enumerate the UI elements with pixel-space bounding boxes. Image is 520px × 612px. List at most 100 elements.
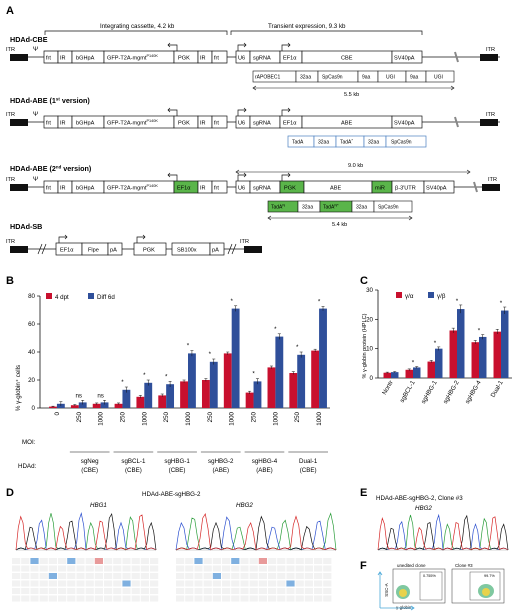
bar xyxy=(144,382,153,408)
grid-cell xyxy=(12,588,21,594)
cbe-label: CBE xyxy=(341,56,353,62)
grid-cell xyxy=(122,588,131,594)
moi-tick-label: 250 xyxy=(251,411,258,422)
promoter-arrow-ef1a xyxy=(281,42,291,51)
grid-cell xyxy=(113,573,122,579)
sub-label: 32aa xyxy=(318,140,329,146)
grid-cell xyxy=(76,573,85,579)
grid-cell xyxy=(203,558,212,564)
category-tick-label: Dual-1 xyxy=(490,379,505,399)
grid-cell xyxy=(240,580,249,587)
bghpa-label: bGHpA xyxy=(76,56,95,62)
moi-tick-label: 1000 xyxy=(141,411,148,425)
grid-cell xyxy=(140,573,149,579)
sub-label: TadA* xyxy=(340,139,353,146)
pgk-label: PGK xyxy=(178,56,190,62)
grid-cell xyxy=(12,595,21,602)
bar xyxy=(267,367,276,408)
grid-cell xyxy=(231,588,240,594)
sub-label: 9aa xyxy=(410,75,419,81)
promoter-arrow-ef1a xyxy=(281,107,291,116)
grid-cell xyxy=(295,565,304,572)
y-tick-label: 0 xyxy=(370,375,374,382)
break-mark xyxy=(37,243,47,255)
grid-cell xyxy=(39,580,48,587)
grid-cell xyxy=(295,580,304,587)
utr-label: β-3'UTR xyxy=(395,186,416,192)
grid-cell xyxy=(185,588,194,594)
grid-cell xyxy=(176,588,185,594)
grid-cell xyxy=(39,595,48,602)
significance-label: ns xyxy=(97,392,104,399)
category-tick-label: Nontr xyxy=(381,380,395,397)
grid-cell xyxy=(304,588,313,594)
grid-cell xyxy=(67,588,76,594)
y-tick-label: 0 xyxy=(32,405,36,412)
u6-label: U6 xyxy=(238,121,245,127)
flow-gate xyxy=(419,571,443,601)
grid-cell xyxy=(286,595,295,602)
grid-cell xyxy=(113,595,122,602)
group-name: sgNeg xyxy=(81,458,99,465)
grid-cell xyxy=(58,588,67,594)
grid-cell xyxy=(194,565,203,572)
grid-cell xyxy=(277,558,286,564)
size-label: 5.4 kb xyxy=(332,222,347,228)
grid-cell xyxy=(104,588,113,594)
moi-tick-label: 0 xyxy=(54,411,61,415)
panel-b-chart: B % γ-globin⁺ cells 0 20 40 60 80 ns ns * * * * * *… xyxy=(6,275,330,474)
size-label: 5.5 kb xyxy=(344,92,359,98)
chromatogram-hbg2 xyxy=(175,512,337,551)
break-mark xyxy=(454,51,459,63)
category-tick-label: sgHBG-4 xyxy=(464,379,483,405)
trace-line xyxy=(175,515,337,551)
construct-title-abe2: HDAd-ABE (2nd version) xyxy=(10,164,92,173)
grid-cell xyxy=(304,595,313,602)
moi-tick-label: 250 xyxy=(207,411,214,422)
promoter-arrow-ef1a xyxy=(58,234,68,243)
grid-cell xyxy=(131,558,140,564)
grid-cell xyxy=(131,588,140,594)
flow-gate-percent: 0.755% xyxy=(423,574,437,578)
grid-cell xyxy=(258,573,267,579)
legend-swatch-4dpt xyxy=(46,293,52,299)
grid-cell xyxy=(295,595,304,602)
flow-label-clone3: Clone #3 xyxy=(455,563,473,568)
construct-abe-v1: HDAd-ABE (1st version) ITR Ψ ITR frt IR … xyxy=(6,96,500,148)
grid-cell xyxy=(150,595,159,602)
bar xyxy=(435,348,443,378)
itr-right-label: ITR xyxy=(486,47,495,53)
grid-cell xyxy=(30,595,39,602)
grid-cell xyxy=(85,588,94,594)
y-tick-label: 20 xyxy=(28,377,35,384)
grid-cell xyxy=(21,573,30,579)
size-arrowheads xyxy=(252,85,455,91)
frt2-label: frt xyxy=(214,121,219,127)
panel-label-e: E xyxy=(360,487,367,499)
grid-cell xyxy=(58,565,67,572)
grid-cell xyxy=(212,558,221,564)
grid-cell xyxy=(67,565,76,572)
grid-cell xyxy=(94,573,103,579)
grid-cell xyxy=(194,558,203,564)
itr-right-box xyxy=(482,184,500,191)
grid-cell xyxy=(277,595,286,602)
gfp-label: GFP-T2A-mgmtP140K xyxy=(107,54,158,62)
grid-cell xyxy=(48,558,57,564)
grid-cell xyxy=(222,573,231,579)
grid-cell xyxy=(286,565,295,572)
grid-cell xyxy=(314,558,323,564)
flow-population-core xyxy=(482,588,490,596)
itr-left-label: ITR xyxy=(6,112,15,118)
grid-cell xyxy=(85,558,94,564)
ir-label: IR xyxy=(60,121,66,127)
grid-cell xyxy=(39,558,48,564)
grid-cell xyxy=(203,595,212,602)
grid-cell xyxy=(176,595,185,602)
sub-label: SpCas9n xyxy=(322,75,343,81)
significance-label: * xyxy=(478,328,481,335)
sequence-grid-hbg1 xyxy=(12,558,159,602)
grid-cell xyxy=(39,588,48,594)
grid-cell xyxy=(304,573,313,579)
significance-label: * xyxy=(143,372,146,379)
